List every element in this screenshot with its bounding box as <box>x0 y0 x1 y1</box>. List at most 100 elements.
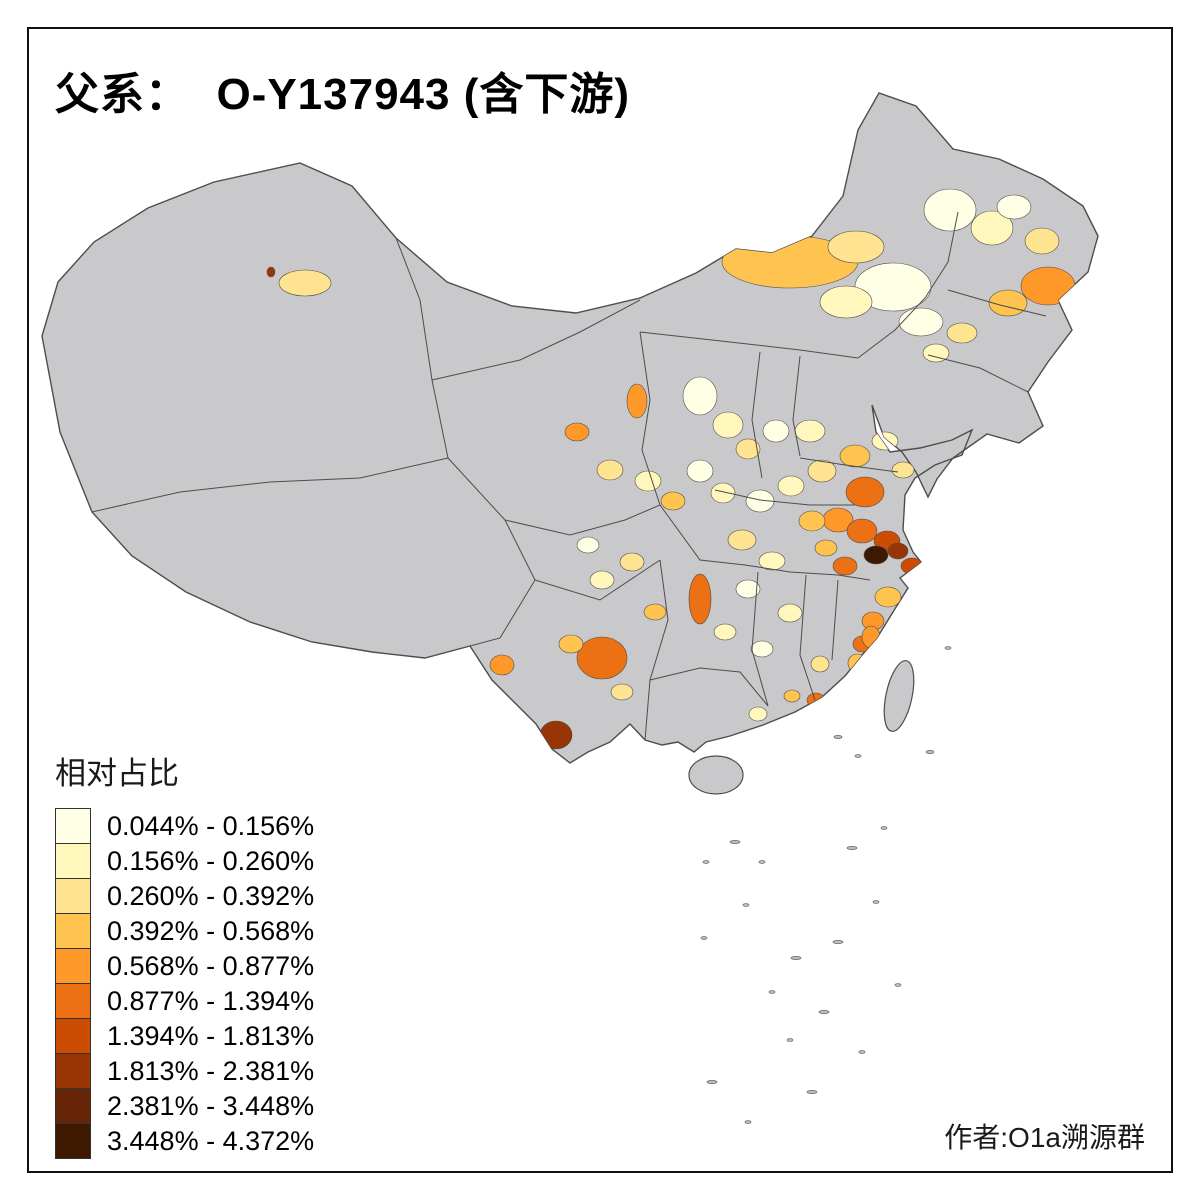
map-region <box>619 552 645 572</box>
map-region <box>589 570 615 590</box>
map-region <box>810 655 830 673</box>
legend-row: 0.568% - 0.877% <box>55 948 314 984</box>
map-region <box>874 586 902 608</box>
map-region <box>846 518 878 544</box>
legend-row: 0.156% - 0.260% <box>55 843 314 879</box>
map-region <box>1020 266 1076 306</box>
map-region <box>712 411 744 439</box>
province-borders <box>91 211 1047 741</box>
map-region <box>827 230 885 264</box>
map-region <box>727 529 757 551</box>
map-region <box>996 194 1032 220</box>
map-region <box>610 683 634 701</box>
legend-label: 1.394% - 1.813% <box>107 1020 315 1051</box>
map-region <box>1024 227 1060 255</box>
map-region <box>806 692 826 708</box>
legend-label: 0.568% - 0.877% <box>107 950 315 981</box>
map-region <box>923 188 977 232</box>
map-region <box>900 557 924 575</box>
legend-label: 0.044% - 0.156% <box>107 810 315 841</box>
map-region <box>643 603 667 621</box>
legend-swatch <box>55 1088 91 1124</box>
legend-rows: 0.044% - 0.156% 0.156% - 0.260% 0.260% - 0… <box>55 808 314 1159</box>
map-region <box>891 461 915 479</box>
map-region <box>596 459 624 481</box>
map-region <box>688 573 712 625</box>
colored-regions-layer <box>266 188 1076 750</box>
legend-label: 0.156% - 0.260% <box>107 845 315 876</box>
map-region <box>564 422 590 442</box>
taiwan-island <box>883 660 915 732</box>
legend-row: 2.381% - 3.448% <box>55 1088 314 1124</box>
map-region <box>777 475 805 497</box>
map-region <box>735 579 761 599</box>
hainan-island <box>688 755 744 795</box>
page-title: 父系： O-Y137943 (含下游) <box>55 70 631 119</box>
legend-swatch <box>55 843 91 879</box>
map-region <box>863 545 889 565</box>
map-region <box>871 431 899 451</box>
legend: 相对占比 0.044% - 0.156% 0.156% - 0.260% 0.260… <box>55 748 314 1159</box>
legend-label: 3.448% - 4.372% <box>107 1125 315 1156</box>
legend-swatch <box>55 983 91 1019</box>
legend-row: 0.392% - 0.568% <box>55 913 314 949</box>
map-region <box>710 482 736 504</box>
map-region <box>762 419 790 443</box>
map-region <box>576 536 600 554</box>
map-region <box>748 706 768 722</box>
map-region <box>946 322 978 344</box>
map-region <box>794 419 826 443</box>
map-region <box>576 636 628 680</box>
map-region <box>970 210 1014 246</box>
attribution: 作者:O1a溯源群 <box>944 1122 1145 1153</box>
map-region <box>861 625 881 649</box>
legend-label: 0.392% - 0.568% <box>107 915 315 946</box>
legend-swatch <box>55 1018 91 1054</box>
map-region <box>845 476 885 508</box>
map-region <box>558 634 584 654</box>
legend-row: 1.394% - 1.813% <box>55 1018 314 1054</box>
legend-label: 2.381% - 3.448% <box>107 1090 315 1121</box>
map-region <box>783 689 801 703</box>
map-region <box>686 459 714 483</box>
map-region <box>758 551 786 571</box>
legend-row: 0.260% - 0.392% <box>55 878 314 914</box>
legend-label: 0.877% - 1.394% <box>107 985 315 1016</box>
map-region <box>832 556 858 576</box>
legend-row: 0.877% - 1.394% <box>55 983 314 1019</box>
map-region <box>682 376 718 416</box>
map-region <box>266 266 276 278</box>
map-region <box>898 307 944 337</box>
map-region <box>489 654 515 676</box>
legend-swatch <box>55 808 91 844</box>
map-region <box>887 542 909 560</box>
legend-row: 0.044% - 0.156% <box>55 808 314 844</box>
map-region <box>539 720 573 750</box>
legend-title: 相对占比 <box>55 756 179 791</box>
legend-swatch <box>55 913 91 949</box>
legend-label: 1.813% - 2.381% <box>107 1055 315 1086</box>
legend-swatch <box>55 948 91 984</box>
map-region <box>626 383 648 419</box>
map-region <box>777 603 803 623</box>
legend-swatch <box>55 878 91 914</box>
south-china-sea-islets <box>700 646 952 1124</box>
map-region <box>814 539 838 557</box>
map-region <box>750 640 774 658</box>
map-region <box>735 438 761 460</box>
map-region <box>798 510 826 532</box>
legend-row: 1.813% - 2.381% <box>55 1053 314 1089</box>
legend-swatch <box>55 1053 91 1089</box>
map-region <box>807 459 837 483</box>
map-region <box>278 269 332 297</box>
legend-label: 0.260% - 0.392% <box>107 880 315 911</box>
map-region <box>819 285 873 319</box>
map-region <box>922 343 950 363</box>
map-region <box>713 623 737 641</box>
map-region <box>660 491 686 511</box>
legend-row: 3.448% - 4.372% <box>55 1123 314 1159</box>
legend-swatch <box>55 1123 91 1159</box>
map-region <box>634 470 662 492</box>
